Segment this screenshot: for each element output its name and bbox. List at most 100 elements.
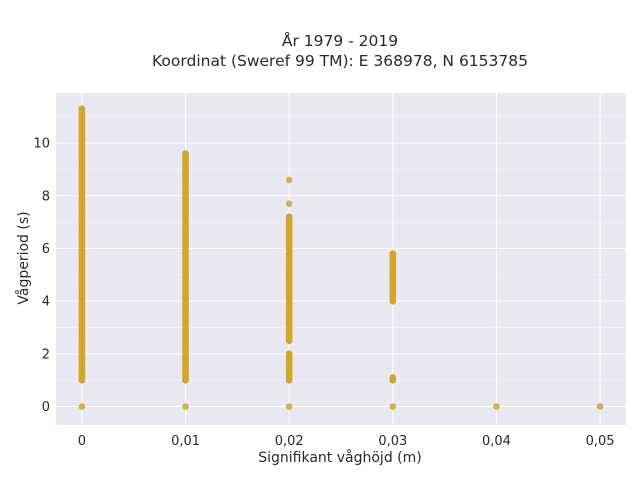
data-point — [78, 113, 86, 121]
data-point — [78, 355, 86, 363]
data-point — [78, 403, 86, 410]
data-point — [389, 271, 397, 279]
data-point — [389, 276, 397, 284]
data-points — [78, 105, 604, 410]
x-tick-label: 0 — [78, 434, 86, 449]
data-point — [78, 250, 86, 258]
data-point — [182, 150, 189, 157]
chart-title-line-2: Koordinat (Sweref 99 TM): E 368978, N 61… — [152, 52, 528, 70]
x-tick-label: 0,05 — [586, 434, 615, 449]
data-point — [182, 305, 189, 313]
data-point — [182, 179, 189, 186]
data-point — [182, 189, 189, 197]
data-point — [285, 324, 293, 331]
data-point — [78, 260, 86, 268]
data-point — [78, 282, 86, 289]
data-point — [285, 316, 293, 323]
data-point — [285, 300, 293, 308]
data-point — [182, 284, 189, 292]
y-tick-label: 0 — [42, 400, 50, 415]
data-point — [182, 242, 189, 250]
data-point — [78, 350, 86, 358]
x-tick-label: 0,03 — [378, 434, 407, 449]
data-point — [285, 276, 293, 284]
y-axis-label: Vågperiod (s) — [15, 211, 32, 304]
data-point — [285, 218, 293, 226]
data-point — [78, 145, 86, 152]
data-point — [78, 271, 86, 279]
data-point — [285, 253, 293, 260]
data-point — [285, 329, 293, 337]
data-point — [78, 134, 86, 142]
data-point — [78, 229, 86, 236]
data-point — [78, 361, 86, 368]
data-point — [389, 260, 397, 268]
data-point — [182, 171, 189, 178]
data-point — [285, 334, 293, 342]
data-point — [78, 155, 86, 163]
x-tick-label: 0,01 — [171, 434, 200, 449]
data-point — [285, 403, 293, 410]
data-point — [78, 292, 86, 300]
data-point — [78, 342, 86, 350]
data-point — [493, 403, 500, 410]
y-tick-label: 6 — [42, 242, 50, 257]
data-point — [389, 403, 397, 410]
data-point — [389, 297, 397, 305]
data-point — [78, 239, 86, 247]
data-point — [78, 218, 86, 226]
data-point — [285, 260, 293, 268]
data-point — [78, 334, 86, 342]
data-point — [285, 237, 293, 244]
y-tick-label: 10 — [33, 137, 50, 152]
data-point — [78, 105, 86, 113]
data-point — [285, 224, 293, 231]
data-point — [285, 292, 293, 300]
data-point — [285, 363, 293, 371]
data-point — [78, 313, 86, 321]
data-point — [182, 337, 189, 344]
data-point — [285, 268, 293, 276]
data-point — [389, 374, 397, 381]
data-point — [596, 403, 604, 410]
x-axis-label: Signifikant våghöjd (m) — [258, 449, 421, 466]
x-tick-label: 0,02 — [275, 434, 304, 449]
data-point — [389, 266, 397, 273]
data-point — [182, 326, 189, 334]
data-point — [78, 366, 86, 373]
data-point — [78, 197, 86, 205]
data-point — [78, 118, 86, 126]
plot-area — [56, 93, 626, 425]
data-point — [182, 200, 189, 207]
data-point — [285, 308, 293, 315]
data-point — [182, 347, 189, 355]
data-point — [389, 250, 397, 258]
y-axis-ticks: 0 2 4 6 8 10 — [33, 137, 50, 415]
data-point — [285, 176, 293, 184]
data-point — [182, 274, 189, 281]
data-point — [78, 187, 86, 194]
data-point — [389, 287, 397, 294]
chart-title-line-1: År 1979 - 2019 — [282, 31, 398, 50]
data-point — [78, 208, 86, 215]
data-point — [389, 255, 397, 263]
data-point — [182, 221, 189, 229]
x-axis-ticks: 0 0,01 0,02 0,03 0,04 0,05 — [78, 434, 615, 449]
data-point — [78, 126, 86, 134]
data-point — [182, 295, 189, 302]
data-point — [285, 284, 293, 292]
y-tick-label: 2 — [42, 347, 50, 362]
data-point — [182, 155, 189, 163]
data-point — [182, 403, 189, 410]
data-point — [182, 231, 189, 239]
data-point — [78, 176, 86, 184]
data-point — [182, 263, 189, 271]
data-point — [182, 363, 189, 371]
data-point — [78, 166, 86, 173]
data-point — [182, 371, 189, 379]
data-point — [182, 355, 189, 363]
data-point — [182, 210, 189, 218]
data-point — [285, 213, 293, 221]
y-tick-label: 4 — [42, 295, 50, 310]
